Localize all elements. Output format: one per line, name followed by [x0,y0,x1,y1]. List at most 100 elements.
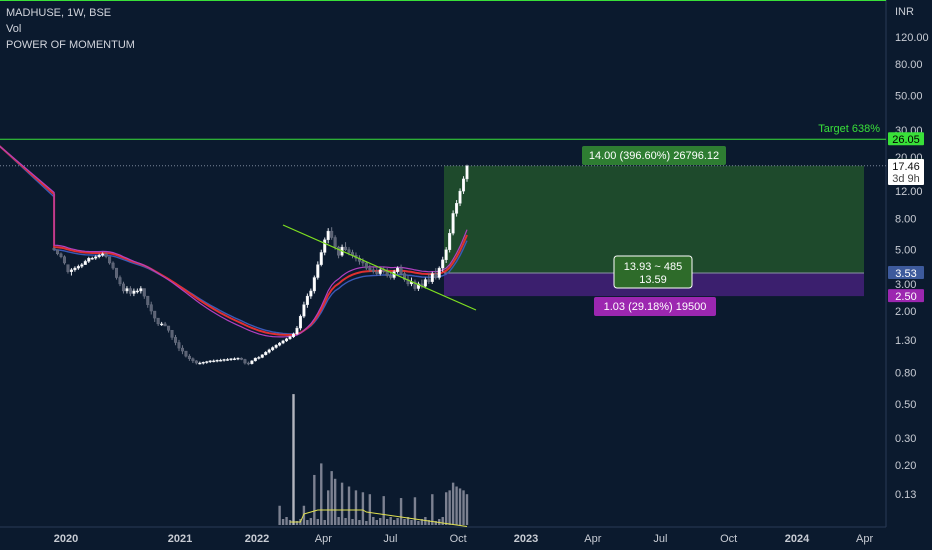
candle-body [246,362,250,365]
candle-body [330,230,334,238]
y-tick-label: 0.13 [895,489,916,501]
volume-bar [379,518,382,525]
y-tick-label: 0.20 [895,460,916,472]
volume-bar [375,520,378,525]
volume-bar [448,490,451,525]
candle-body [427,279,431,282]
volume-bar [417,521,420,525]
volume-bar [385,519,389,525]
x-tick-label: Oct [450,533,467,545]
candle-body [316,264,320,278]
y-tick-label: 3.00 [895,279,916,291]
candle-body [170,330,174,338]
center-label-2: 13.59 [639,274,667,286]
y-tick-label: 0.50 [895,399,916,411]
candle-body [368,267,372,271]
candle-body [198,362,202,365]
volume-bar [337,517,340,525]
candle-body [451,213,455,234]
volume-bar [451,482,455,525]
candle-body [191,358,195,362]
loss-label: 1.03 (29.18%) 19500 [604,301,707,313]
candle-body [430,273,434,282]
y-tick-label: 5.00 [895,245,916,257]
candle-body [94,256,98,259]
y-tick-label: 50.00 [895,91,923,103]
candle-body [326,230,330,240]
y-tick-label: 1.30 [895,335,916,347]
candle-body [437,267,441,278]
x-tick-label: 2023 [514,533,538,545]
candle-body [222,359,226,361]
candle-body [278,342,282,346]
volume-bar [323,520,326,525]
volume-label: Vol [6,23,22,35]
volume-bar [368,494,372,525]
candle-body [226,359,230,361]
candle-body [142,288,146,297]
candle-body [146,295,150,305]
indicator-label: POWER OF MOMENTUM [6,39,135,51]
volume-bar [410,520,413,525]
candle-body [416,283,420,289]
volume-bar [392,520,396,525]
candle-body [163,323,167,327]
volume-bar [316,519,319,525]
volume-bar [441,517,444,525]
candle-body [257,357,261,359]
candle-body [121,283,125,292]
candle-body [264,352,268,356]
volume-bar [455,486,458,525]
candle-body [423,279,427,287]
candle-body [180,347,184,352]
candle-body [111,262,115,269]
candle-body [250,360,254,364]
ma-blue-line [0,145,468,335]
center-label-1: 13.93 ~ 485 [624,261,682,273]
candle-body [344,246,348,250]
currency-label: INR [895,6,914,18]
volume-bar [351,519,354,525]
candle-body [87,258,91,262]
candle-body [56,249,60,255]
volume-bar [333,478,337,525]
candle-body [312,277,316,292]
candle-body [243,359,247,364]
price-axis: INR120.0080.0050.0030.0020.0012.008.005.… [895,6,929,501]
x-tick-label: Apr [856,533,873,545]
position-labels: Target 638% 14.00 (396.60%) 26796.12 13.93… [582,123,880,316]
y-tick-label: 8.00 [895,213,916,225]
candle-body [125,288,129,292]
volume-bar [347,486,351,525]
candle-body [208,360,212,363]
candle-body [215,359,219,362]
candle-body [184,350,188,357]
candle-body [288,336,292,340]
loss-label-box [594,297,716,316]
volume-bar [462,490,465,525]
ma-red-line [0,145,468,336]
x-tick-label: Apr [584,533,601,545]
candle-body [274,345,278,348]
x-tick-label: Jul [383,533,397,545]
moving-averages [0,145,468,338]
candle-body [149,304,153,312]
volume-bar [327,490,330,525]
y-tick-label: 120.00 [895,32,929,44]
price-tag-label: 3.53 [895,268,916,280]
candle-body [295,327,299,335]
candle-body [434,273,438,278]
price-tag-countdown: 3d 9h [892,173,920,185]
candle-body [194,360,198,364]
volume-bars [278,394,469,527]
volume-bar [320,463,323,525]
candle-body [298,316,302,329]
volume-bar [302,505,306,525]
candle-body [378,269,382,274]
candle-body [97,255,101,257]
candle-body [253,357,257,362]
volume-bar [420,519,424,525]
candle-body [101,253,105,256]
